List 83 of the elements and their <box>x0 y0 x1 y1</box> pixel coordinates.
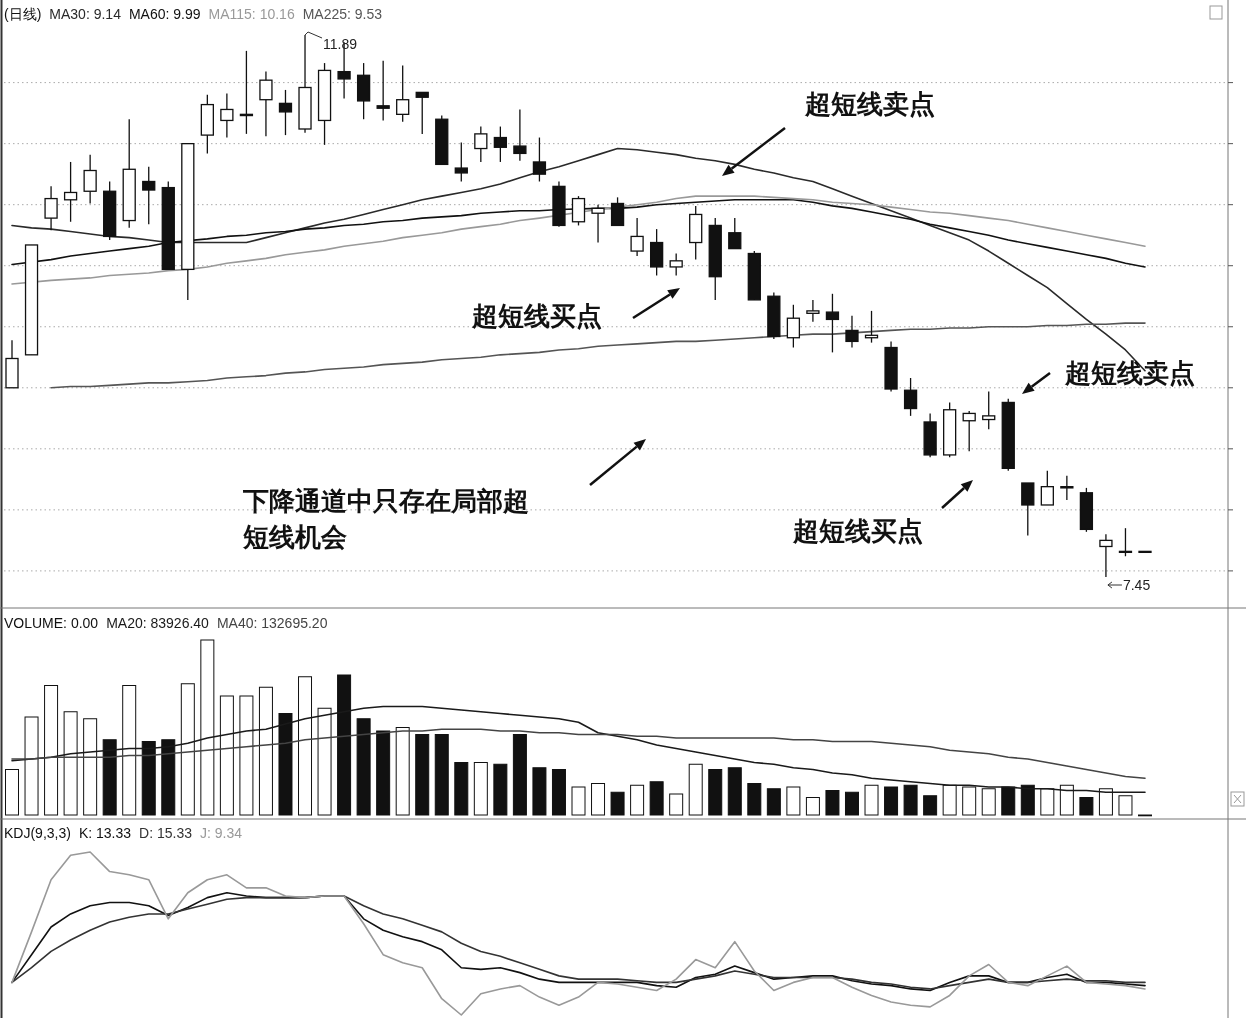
candlestick <box>415 91 429 135</box>
annotation: 超短线买点 <box>792 516 923 546</box>
candlestick <box>845 315 859 349</box>
candlestick <box>728 217 742 250</box>
candlestick <box>591 204 605 244</box>
candlestick <box>532 136 547 183</box>
bar <box>923 795 938 816</box>
bar <box>512 734 527 816</box>
bar <box>669 793 684 816</box>
text: MA30: 9.14 <box>49 6 122 22</box>
bar <box>766 788 781 816</box>
bar <box>688 763 703 816</box>
bar <box>356 718 371 816</box>
text: MA225: 9.53 <box>302 6 383 22</box>
bar <box>610 791 625 816</box>
candlestick <box>142 166 156 225</box>
bar <box>551 769 566 816</box>
annotation: 下降通道中只存在局部超短线机会 <box>242 486 529 552</box>
bar <box>864 784 879 816</box>
bar <box>571 786 586 816</box>
candlestick <box>630 217 644 257</box>
candlestick <box>376 59 390 122</box>
bar <box>415 734 430 816</box>
bar <box>884 786 899 816</box>
bar <box>805 797 820 816</box>
candlestick <box>786 304 801 349</box>
text: MA40: 132695.20 <box>216 615 328 631</box>
candlestick <box>474 125 488 163</box>
bar <box>532 767 547 816</box>
candlestick <box>1060 475 1074 501</box>
text: D: 15.33 <box>139 825 193 841</box>
candlestick <box>278 89 293 136</box>
candlestick <box>903 377 918 417</box>
candlestick <box>44 185 58 231</box>
candlestick <box>962 410 976 452</box>
candlestick <box>396 64 410 123</box>
annotation: 11.89 <box>323 36 358 52</box>
bar <box>844 791 859 816</box>
annotation: 超短线卖点 <box>804 89 935 119</box>
chart-title: VOLUME: 0.00 <box>4 615 99 631</box>
chart-title: KDJ(9,3,3) <box>4 825 71 841</box>
candlestick <box>982 390 996 430</box>
candlestick <box>220 92 234 139</box>
candlestick <box>1040 470 1054 506</box>
annotation: 7.45 <box>1122 577 1151 593</box>
text: MA115: 10.16 <box>208 6 295 22</box>
candlestick <box>454 141 468 183</box>
candlestick <box>83 153 97 205</box>
bar <box>434 734 449 816</box>
bar <box>454 762 469 816</box>
bar <box>493 763 508 816</box>
annotation: 超短线买点 <box>471 301 602 331</box>
candlestick <box>259 70 273 137</box>
text: J: 9.34 <box>200 825 243 841</box>
bar <box>591 783 606 816</box>
text: MA60: 9.99 <box>128 6 201 22</box>
bar <box>376 730 391 816</box>
bar <box>1118 795 1133 816</box>
bar <box>708 769 723 816</box>
candlestick <box>513 108 527 162</box>
bar <box>5 769 19 816</box>
bar <box>825 790 840 816</box>
bar <box>786 786 801 816</box>
bar <box>630 784 645 816</box>
candlestick <box>1021 482 1035 537</box>
candlestick <box>493 125 508 163</box>
candlestick <box>825 293 840 354</box>
text: K: 13.33 <box>78 825 132 841</box>
candlestick <box>1118 527 1133 557</box>
text: MA20: 83926.40 <box>106 615 210 631</box>
candlestick <box>669 252 683 277</box>
annotation: 超短线卖点 <box>1064 358 1195 388</box>
candlestick <box>1099 533 1113 578</box>
candlestick <box>806 299 820 323</box>
bar <box>395 727 410 816</box>
candlestick <box>63 161 78 223</box>
bar <box>473 762 488 816</box>
bar <box>649 781 664 816</box>
bar <box>727 767 742 816</box>
chart-title: (日线) <box>4 6 42 22</box>
bar <box>1079 797 1094 816</box>
bar <box>903 784 918 816</box>
bar <box>747 783 762 816</box>
